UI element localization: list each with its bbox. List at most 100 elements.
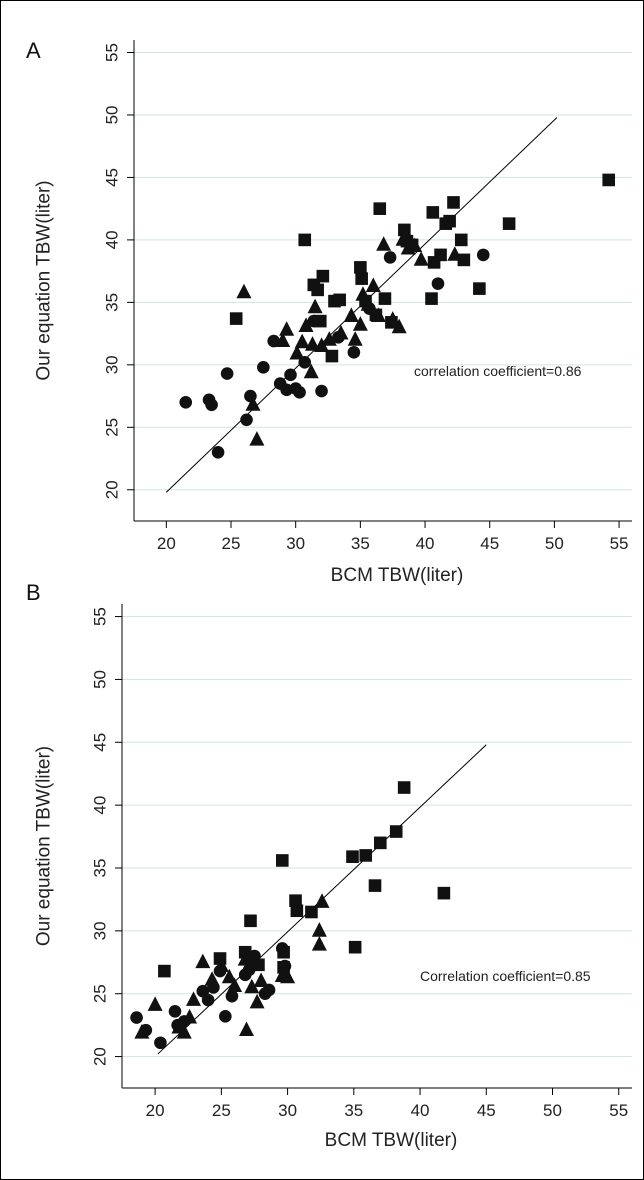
y-axis-label: Our equation TBW(liter) — [34, 180, 55, 380]
point-circle-16 — [315, 384, 328, 398]
point-square-9 — [290, 904, 304, 918]
point-triangle-16 — [352, 316, 368, 331]
point-square-1 — [213, 952, 227, 965]
point-triangle-9 — [305, 336, 321, 351]
x-tick-label-50: 50 — [543, 1101, 562, 1120]
point-square-0 — [158, 964, 171, 978]
x-tick-label-55: 55 — [610, 534, 629, 553]
point-triangle-7 — [204, 971, 220, 986]
x-tick-label-25: 25 — [222, 534, 241, 553]
correlation-annotation: Correlation coefficient=0.85 — [420, 968, 591, 984]
panel-b: 20 25 30 35 40 45 50 55 20 25 30 35 40 45 50 55 BCM TBW(… — [26, 580, 632, 1151]
point-triangle-15 — [253, 972, 269, 988]
point-triangle-6 — [195, 953, 211, 969]
x-tick-label-20: 20 — [157, 534, 176, 553]
point-circle-2 — [205, 398, 218, 412]
point-square-19 — [425, 292, 438, 305]
point-square-1 — [298, 233, 312, 247]
point-square-13 — [373, 202, 387, 215]
point-square-8 — [289, 894, 302, 907]
point-triangle-9 — [221, 968, 237, 984]
point-circle-3 — [211, 445, 225, 459]
point-square-14 — [378, 292, 392, 305]
point-circle-2 — [154, 1036, 167, 1050]
point-square-13 — [359, 849, 373, 862]
point-square-27 — [457, 253, 471, 267]
y-axis-label: Our equation TBW(liter) — [34, 746, 55, 946]
point-triangle-3 — [176, 1024, 192, 1039]
point-square-25 — [447, 196, 460, 209]
point-circle-0 — [179, 396, 193, 409]
point-circle-21 — [431, 277, 445, 290]
point-square-0 — [229, 312, 243, 325]
y-tick-label-20: 20 — [91, 1047, 110, 1066]
point-square-20 — [426, 206, 440, 219]
point-triangle-21 — [376, 236, 392, 251]
point-circle-5 — [240, 413, 253, 427]
point-triangle-1 — [245, 396, 261, 411]
y-tick-label-35: 35 — [91, 859, 110, 878]
point-triangle-11 — [314, 337, 330, 352]
point-square-26 — [454, 233, 468, 247]
point-triangle-20 — [314, 893, 330, 908]
y-tick-label-45: 45 — [91, 733, 110, 752]
point-triangle-19 — [311, 922, 327, 937]
point-triangle-27 — [413, 251, 429, 266]
point-circle-18 — [347, 346, 361, 359]
point-circle-10 — [219, 1010, 232, 1023]
point-square-12 — [346, 850, 359, 863]
point-square-16 — [398, 223, 411, 237]
y-tick-label-25: 25 — [91, 984, 110, 1003]
point-square-18 — [405, 238, 419, 252]
panel-label: B — [26, 580, 41, 605]
point-square-10 — [305, 905, 318, 919]
point-triangle-2 — [249, 431, 265, 446]
point-triangle-12 — [239, 1021, 255, 1037]
x-tick-label-45: 45 — [477, 1101, 496, 1120]
x-tick-label-45: 45 — [480, 534, 499, 553]
point-circle-11 — [284, 368, 297, 382]
point-circle-0 — [130, 1011, 143, 1024]
point-triangle-10 — [227, 977, 243, 993]
point-triangle-14 — [343, 307, 359, 322]
point-square-6 — [325, 349, 339, 363]
point-triangle-6 — [294, 333, 310, 349]
x-tick-label-50: 50 — [545, 534, 564, 553]
point-square-17 — [397, 781, 411, 794]
x-tick-label-35: 35 — [351, 534, 370, 553]
y-tick-label-40: 40 — [103, 230, 122, 249]
point-triangle-4 — [182, 1008, 198, 1024]
x-tick-label-40: 40 — [416, 534, 435, 553]
point-triangle-8 — [303, 363, 319, 379]
point-triangle-14 — [249, 993, 265, 1009]
point-triangle-3 — [275, 332, 291, 347]
x-tick-label-20: 20 — [146, 1101, 165, 1120]
point-triangle-5 — [289, 344, 305, 360]
point-square-12 — [369, 308, 383, 322]
point-triangle-0 — [236, 283, 252, 299]
point-triangle-13 — [333, 324, 349, 340]
point-square-30 — [602, 173, 616, 187]
point-square-15 — [385, 316, 398, 329]
point-square-29 — [502, 217, 516, 230]
point-circle-13 — [293, 386, 306, 399]
point-circle-22 — [476, 248, 490, 262]
y-tick-label-55: 55 — [103, 43, 122, 62]
y-tick-label-40: 40 — [91, 796, 110, 815]
point-triangle-23 — [391, 318, 407, 334]
y-tick-label-30: 30 — [103, 355, 122, 374]
point-triangle-1 — [147, 996, 163, 1011]
point-circle-4 — [220, 367, 234, 380]
point-triangle-12 — [321, 331, 337, 346]
point-triangle-19 — [365, 277, 381, 293]
point-triangle-15 — [347, 331, 363, 346]
point-triangle-5 — [186, 991, 202, 1006]
y-tick-label-50: 50 — [91, 670, 110, 689]
point-square-24 — [443, 214, 456, 228]
point-square-10 — [355, 272, 368, 285]
panel-label: A — [26, 38, 41, 63]
point-circle-7 — [201, 993, 215, 1007]
